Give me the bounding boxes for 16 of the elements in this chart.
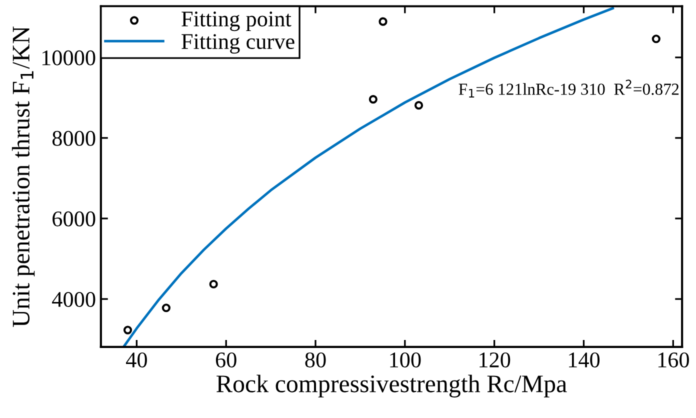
x-tick-label: 80	[305, 352, 326, 368]
x-tick-label: 60	[216, 352, 236, 368]
y-tick-label: 6000	[52, 211, 96, 226]
x-tick-label: 40	[126, 352, 147, 368]
y-tick-label: 10000	[42, 50, 96, 66]
y-tick-label: 8000	[52, 130, 96, 146]
legend-label: Fitting point	[182, 12, 292, 32]
x-tick-label: 160	[658, 352, 689, 368]
y-tick-label: 4000	[52, 292, 96, 307]
x-tick-label: 100	[390, 352, 421, 368]
annotation: F$_{1}$=6 121lnRc-19 310 R$^{2}$=0.872	[458, 80, 679, 98]
x-tick-label: 120	[480, 352, 510, 368]
y-axis-title: Unit penetration thrust F$_{1}$/KN	[12, 26, 35, 327]
x-axis-title: Rock compressivestrength Rc/Mpa	[216, 374, 567, 398]
legend-label: Fitting curve	[182, 34, 294, 54]
x-tick-label: 140	[569, 352, 600, 368]
